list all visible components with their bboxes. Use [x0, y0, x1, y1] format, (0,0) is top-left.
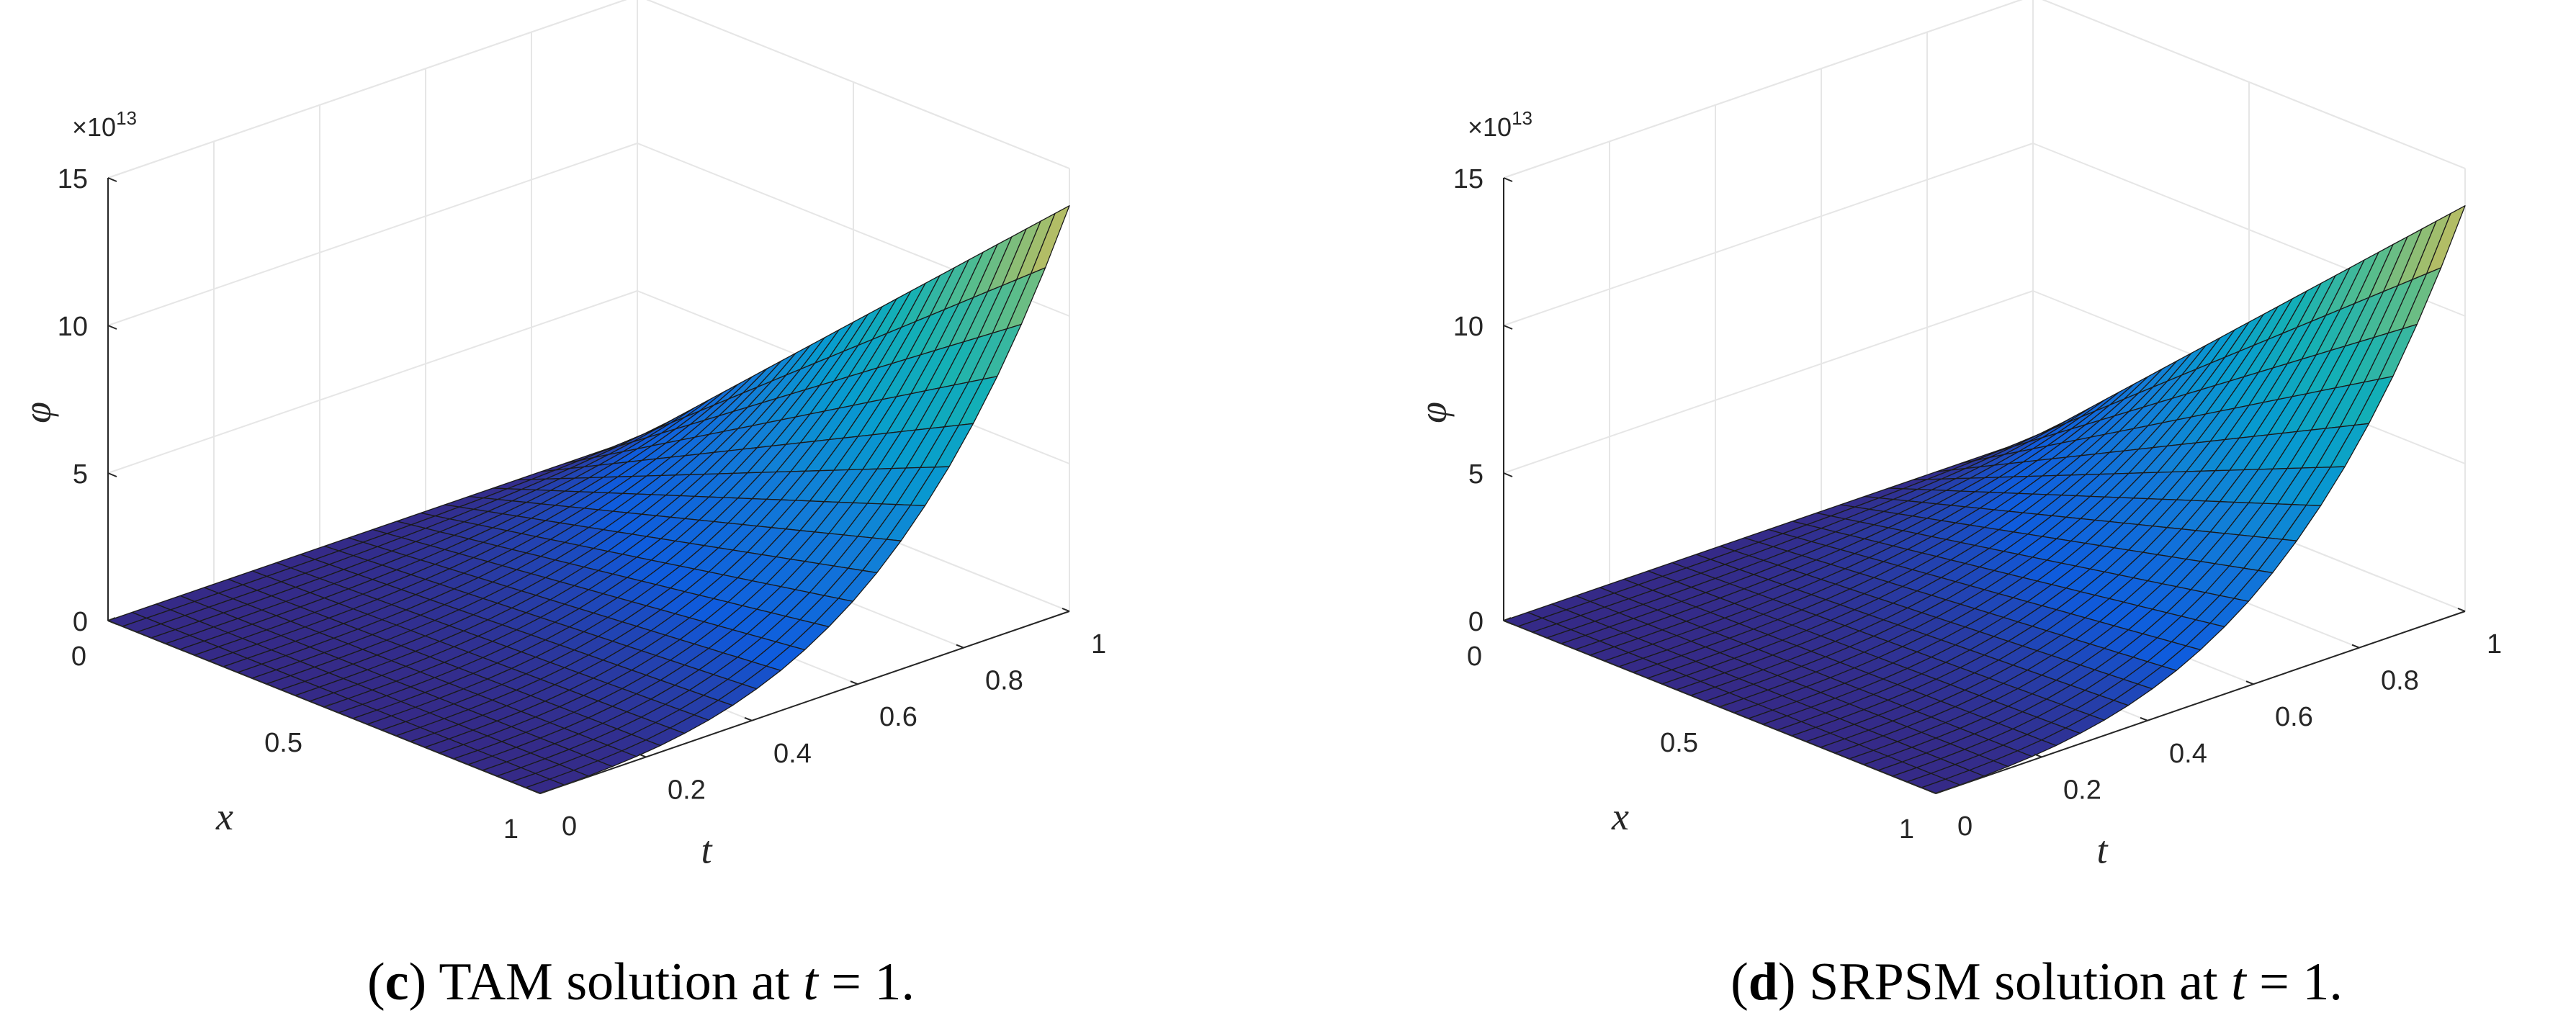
t-tick-mark-5	[2457, 608, 2466, 612]
t-axis-label: t	[701, 829, 713, 872]
t-tick-4: 0.8	[2381, 666, 2419, 696]
z-tick-mark-0	[107, 620, 117, 625]
x-tick-mark-0	[107, 617, 116, 621]
t-tick-mark-0	[532, 790, 541, 794]
x-tick-1: 0.5	[264, 728, 302, 758]
x-tick-2: 1	[503, 814, 519, 845]
x-tick-mark-1	[323, 703, 332, 708]
z-tick-3: 15	[1453, 164, 1484, 194]
z-tick-2: 10	[58, 312, 88, 342]
x-tick-mark-0	[1503, 617, 1512, 621]
t-tick-4: 0.8	[985, 666, 1023, 696]
surface-layer	[107, 205, 1070, 794]
surface-plot-d: 0 5 10 15 0 0.5 1 0 0.2 0.4 0.6 0.8 1 ×1…	[1412, 0, 2502, 872]
t-tick-0: 0	[562, 811, 577, 842]
t-tick-1: 0.2	[2063, 775, 2101, 805]
grid-z-wall1-1	[1503, 290, 2034, 474]
caption-value: = 1.	[831, 953, 915, 1012]
caption-tag: d	[1748, 953, 1778, 1012]
caption-text: TAM solution at	[439, 953, 790, 1012]
wall-top-2	[646, 0, 1070, 169]
t-tick-mark-2	[744, 716, 753, 721]
t-tick-3: 0.6	[2275, 702, 2313, 732]
t-tick-2: 0.4	[773, 739, 812, 769]
x-tick-0: 0	[1467, 642, 1482, 672]
grid-z-wall1-2	[107, 143, 638, 326]
surface-plot-c: 0 5 10 15 0 0.5 1 0 0.2 0.4 0.6 0.8 1 ×1…	[16, 0, 1106, 872]
x-tick-mark-1	[1719, 703, 1728, 708]
caption-c: (c) TAM solution at t = 1.	[367, 953, 915, 1012]
grid-z-wall1-1	[107, 290, 638, 474]
ticks-layer: 0 5 10 15 0 0.5 1 0 0.2 0.4 0.6 0.8 1 ×1…	[16, 107, 1106, 872]
caption-d: (d) SRPSM solution at t = 1.	[1731, 953, 2343, 1012]
t-tick-mark-1	[638, 753, 647, 758]
axes-layer	[107, 177, 1070, 794]
panel-d: 0 5 10 15 0 0.5 1 0 0.2 0.4 0.6 0.8 1 ×1…	[1396, 0, 2576, 1026]
z-tick-mark-3	[1503, 177, 1513, 182]
z-tick-mark-2	[1503, 325, 1513, 330]
wall-top-1	[1503, 0, 2023, 179]
ticks-layer: 0 5 10 15 0 0.5 1 0 0.2 0.4 0.6 0.8 1 ×1…	[1412, 107, 2502, 872]
panel-c: 0 5 10 15 0 0.5 1 0 0.2 0.4 0.6 0.8 1 ×1…	[0, 0, 1282, 1026]
x-axis-label: x	[215, 795, 233, 838]
t-tick-2: 0.4	[2169, 739, 2207, 769]
t-tick-mark-4	[2351, 644, 2360, 649]
z-tick-mark-1	[107, 472, 117, 477]
t-tick-mark-3	[2245, 680, 2254, 685]
t-tick-mark-0	[1928, 790, 1937, 794]
x-tick-mark-2	[539, 790, 548, 794]
z-tick-0: 0	[73, 607, 88, 637]
z-multiplier: ×1013	[1468, 107, 1532, 142]
x-tick-1: 0.5	[1660, 728, 1698, 758]
x-tick-0: 0	[71, 642, 86, 672]
wall-top-2	[2042, 0, 2466, 169]
z-tick-2: 10	[1453, 312, 1484, 342]
wall-top-1	[107, 0, 627, 179]
z-tick-mark-1	[1503, 472, 1513, 477]
t-axis-line	[1935, 611, 2466, 794]
axes-layer	[1503, 177, 2466, 794]
t-tick-mark-3	[850, 680, 858, 685]
z-tick-1: 5	[73, 459, 88, 490]
z-tick-mark-0	[1503, 620, 1513, 625]
t-tick-mark-2	[2140, 716, 2148, 721]
x-tick-mark-2	[1935, 790, 1944, 794]
z-tick-0: 0	[1468, 607, 1484, 637]
z-axis-label: φ	[1412, 402, 1455, 423]
z-tick-mark-3	[107, 177, 117, 182]
z-tick-1: 5	[1468, 459, 1484, 490]
caption-value: = 1.	[2259, 953, 2343, 1012]
t-tick-5: 1	[1091, 629, 1106, 660]
t-axis-label: t	[2096, 829, 2109, 872]
caption-var: t	[803, 953, 818, 1012]
grid-z-wall1-2	[1503, 143, 2034, 326]
x-tick-2: 1	[1899, 814, 1914, 845]
z-tick-mark-2	[107, 325, 117, 330]
x-axis-label: x	[1611, 795, 1629, 838]
z-axis-label: φ	[16, 402, 59, 423]
t-tick-mark-5	[1062, 608, 1070, 612]
t-tick-1: 0.2	[668, 775, 706, 805]
t-tick-mark-4	[956, 644, 964, 649]
t-tick-3: 0.6	[879, 702, 917, 732]
surface-layer	[1503, 205, 2466, 794]
z-tick-3: 15	[58, 164, 88, 194]
z-multiplier: ×1013	[72, 107, 137, 142]
caption-text: SRPSM solution at	[1809, 953, 2218, 1012]
caption-var: t	[2231, 953, 2246, 1012]
t-tick-mark-1	[2034, 753, 2042, 758]
t-tick-0: 0	[1957, 811, 1973, 842]
t-axis-line	[539, 611, 1070, 794]
caption-tag: c	[385, 953, 409, 1012]
t-tick-5: 1	[2487, 629, 2502, 660]
